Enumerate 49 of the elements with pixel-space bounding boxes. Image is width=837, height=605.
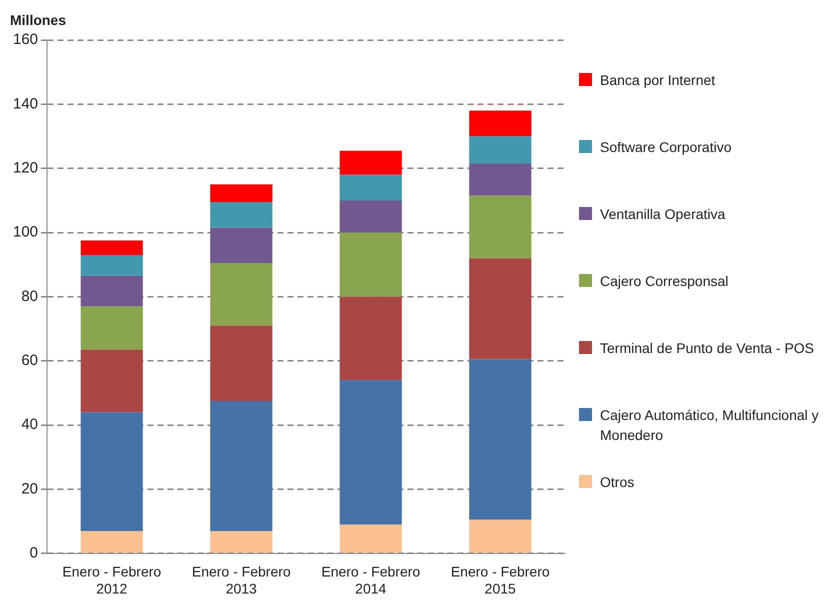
legend-label: Terminal de Punto de Venta - POS [600, 339, 814, 358]
y-tick-label: 20 [21, 480, 38, 498]
bar [80, 254, 143, 276]
bar [340, 150, 402, 175]
y-tick-label: 120 [12, 159, 38, 176]
bar [210, 326, 272, 401]
y-tick-label: 160 [12, 31, 38, 48]
bar [469, 258, 532, 360]
bar [80, 306, 143, 350]
bar [80, 350, 143, 412]
bar [340, 232, 402, 297]
bar [210, 530, 272, 553]
bar [469, 164, 532, 196]
y-tick-label: 0 [30, 544, 38, 562]
bar [469, 110, 532, 136]
y-tick-label: 40 [21, 416, 38, 434]
legend-label: Otros [600, 473, 634, 492]
y-tick-label: 60 [21, 352, 38, 370]
bar [340, 380, 402, 525]
bar [210, 228, 272, 264]
legend-label: Banca por Internet [600, 71, 716, 90]
legend-label: Ventanilla Operativa [600, 205, 726, 224]
x-tick-label: Enero - Febrero 2013 [192, 564, 291, 596]
bar [80, 412, 143, 531]
x-tick-label: Enero - Febrero 2015 [450, 564, 550, 596]
bar [210, 202, 272, 228]
bar [340, 296, 402, 380]
bar [469, 196, 532, 258]
y-tick-label: 100 [12, 224, 38, 241]
bar [80, 240, 143, 255]
bar [80, 530, 143, 553]
bar [210, 184, 272, 202]
bar [210, 400, 272, 531]
bar [469, 359, 532, 520]
bar [469, 520, 532, 553]
y-tick-label: 80 [21, 288, 38, 305]
bar [80, 276, 143, 306]
legend-label: Software Corporativo [600, 138, 732, 157]
x-tick-label: Enero - Febrero 2012 [62, 564, 162, 596]
bar [210, 263, 272, 326]
bar [340, 200, 402, 233]
bar [469, 136, 532, 164]
bar [340, 524, 402, 553]
legend-label: Cajero Corresponsal [600, 272, 728, 291]
x-tick-label: Enero - Febrero 2014 [321, 564, 420, 596]
y-axis-title: Millones [10, 12, 66, 28]
y-tick-label: 140 [12, 95, 38, 112]
legend-label: Cajero Automático, Multifuncional y Monedero [600, 406, 820, 445]
bar [340, 174, 402, 200]
